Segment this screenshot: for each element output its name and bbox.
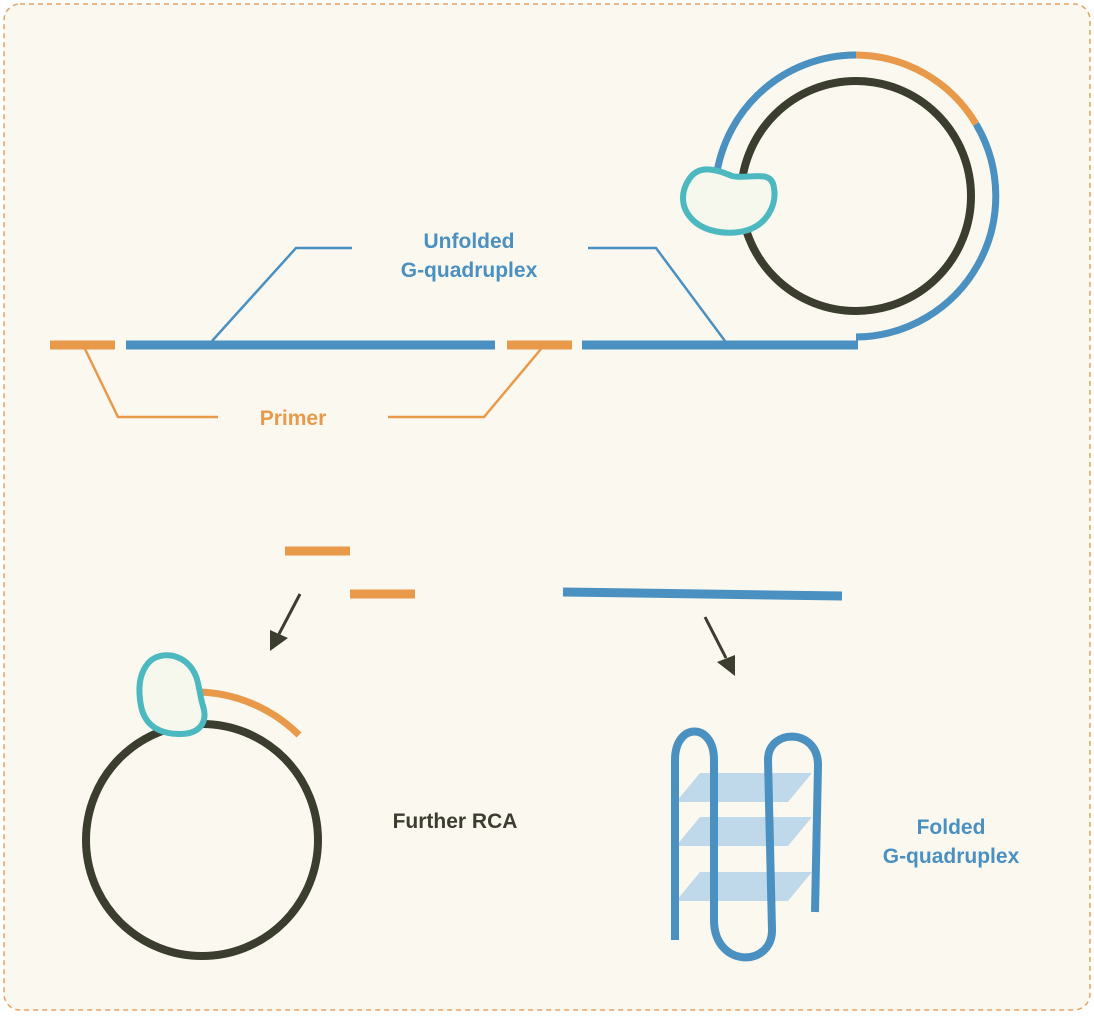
label-unfolded-line2: G-quadruplex — [400, 259, 538, 282]
label-primer-text: Primer — [259, 407, 327, 430]
label-unfolded-line1: Unfolded — [423, 230, 515, 253]
unfolded-callout-right — [588, 246, 727, 342]
product-strand-arc — [711, 51, 857, 193]
polymerase-enzyme-top — [680, 166, 778, 236]
folded-strand — [671, 727, 822, 962]
label-folded-line1: Folded — [916, 816, 986, 839]
primer-callout-left — [83, 348, 218, 419]
label-folded-g-quadruplex: Folded G-quadruplex — [858, 813, 1044, 871]
arrow-right-head — [717, 655, 735, 676]
product-strand-arc-outer — [855, 122, 1000, 341]
label-folded-line2: G-quadruplex — [882, 845, 1020, 868]
folded-g-quadruplex — [671, 727, 822, 962]
unfolded-callout-left — [211, 246, 352, 342]
arrow-right — [703, 616, 728, 659]
g-tetrad-plate-1 — [676, 773, 812, 802]
label-unfolded-g-quadruplex: Unfolded G-quadruplex — [368, 227, 570, 285]
new-primer-arc — [196, 688, 302, 738]
polymerase-enzyme-bottom — [136, 652, 208, 738]
primer-callout-right — [388, 348, 542, 419]
released-g-rich-strand — [562, 587, 843, 601]
label-primer: Primer — [222, 404, 364, 433]
arrow-left — [277, 593, 302, 635]
g-tetrad-plate-2 — [676, 817, 812, 846]
label-further-rca: Further RCA — [372, 807, 538, 836]
label-further-rca-text: Further RCA — [392, 810, 518, 833]
arrow-left-head — [270, 630, 288, 651]
primer-arc-top — [855, 51, 980, 126]
g-tetrad-plate-3 — [676, 872, 812, 901]
